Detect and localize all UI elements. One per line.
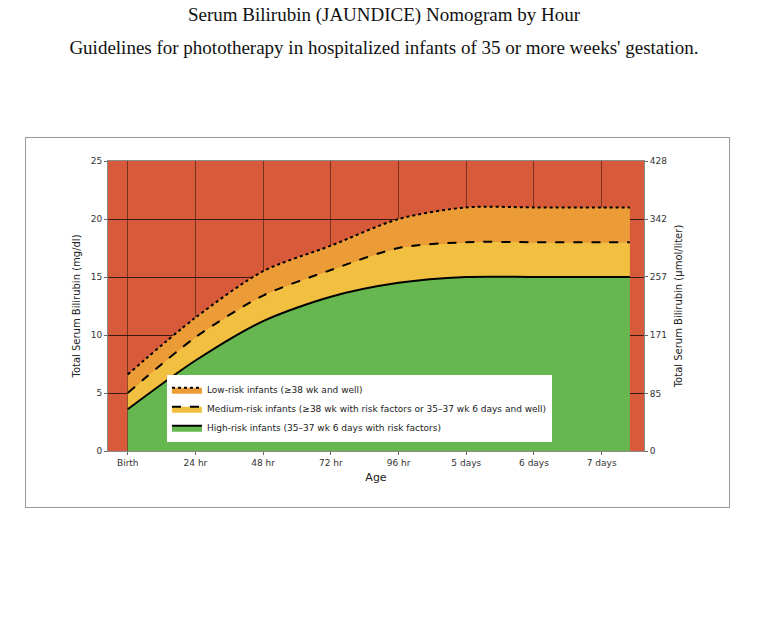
svg-text:0: 0 (650, 446, 656, 456)
svg-text:428: 428 (650, 156, 667, 166)
svg-text:Total Serum Bilirubin (µmol/li: Total Serum Bilirubin (µmol/liter) (673, 225, 684, 389)
svg-text:Low-risk infants (≥38 wk and w: Low-risk infants (≥38 wk and well) (207, 385, 363, 395)
svg-text:5 days: 5 days (451, 458, 481, 468)
svg-text:342: 342 (650, 214, 667, 224)
svg-text:257: 257 (650, 272, 667, 282)
svg-text:Medium-risk infants (≥38 wk wi: Medium-risk infants (≥38 wk with risk fa… (207, 404, 546, 414)
svg-text:High-risk infants (35–37 wk 6: High-risk infants (35–37 wk 6 days with … (207, 423, 441, 433)
svg-text:6 days: 6 days (519, 458, 549, 468)
svg-text:48 hr: 48 hr (251, 458, 275, 468)
svg-text:96 hr: 96 hr (387, 458, 411, 468)
svg-text:Birth: Birth (117, 458, 139, 468)
svg-text:5: 5 (96, 388, 102, 398)
html-text:Guidelines for phototherapy in: Guidelines for phototherapy in hospitali… (69, 37, 699, 58)
svg-text:Total Serum Bilirubin (mg/dl): Total Serum Bilirubin (mg/dl) (71, 234, 82, 378)
svg-text:7 days: 7 days (587, 458, 617, 468)
svg-text:25: 25 (91, 156, 102, 166)
svg-text:0: 0 (96, 446, 102, 456)
html-text:Serum Bilirubin (JAUNDICE) Nom: Serum Bilirubin (JAUNDICE) Nomogram by H… (187, 4, 580, 25)
svg-text:Age: Age (365, 471, 387, 484)
svg-text:20: 20 (91, 214, 103, 224)
svg-text:72 hr: 72 hr (319, 458, 343, 468)
svg-text:171: 171 (650, 330, 667, 340)
svg-text:15: 15 (91, 272, 102, 282)
svg-text:85: 85 (650, 389, 661, 399)
svg-text:10: 10 (91, 330, 103, 340)
svg-text:24 hr: 24 hr (184, 458, 208, 468)
